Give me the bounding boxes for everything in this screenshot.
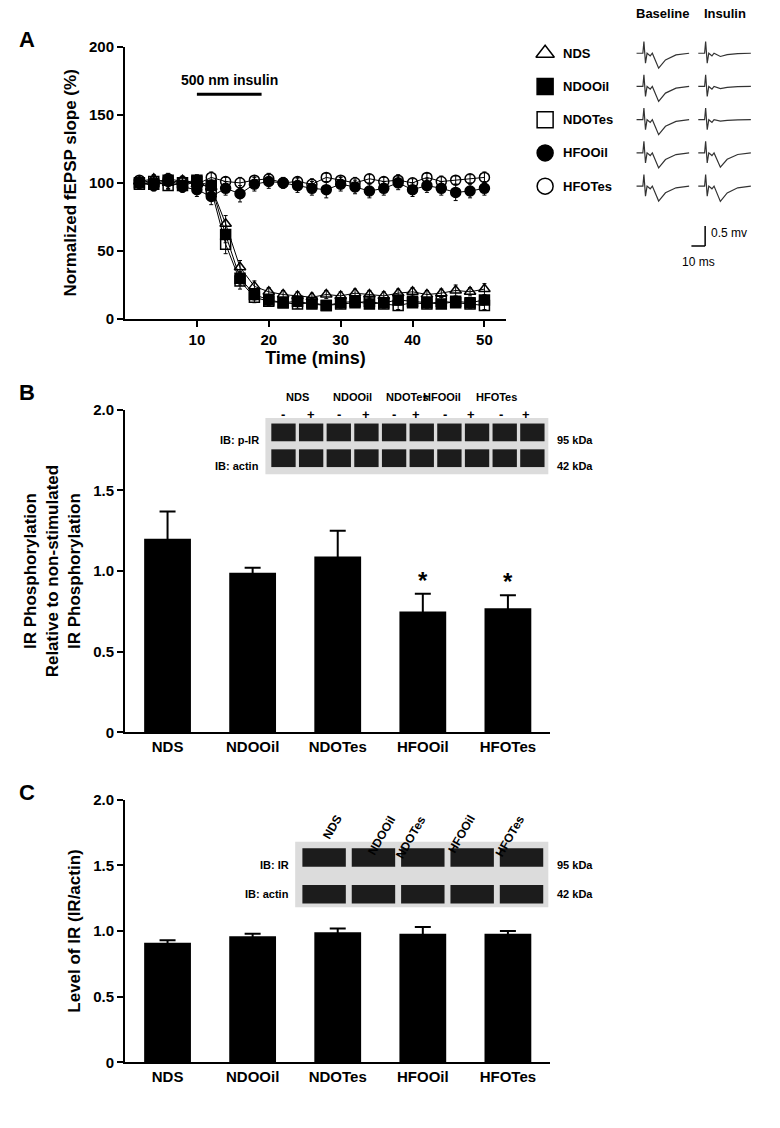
svg-text:C: C bbox=[19, 780, 35, 805]
svg-text:NDS: NDS bbox=[563, 46, 591, 61]
svg-text:*: * bbox=[418, 567, 428, 594]
svg-text:IB: IR: IB: IR bbox=[260, 859, 289, 871]
svg-text:NDOOil: NDOOil bbox=[333, 391, 372, 403]
svg-text:2.0: 2.0 bbox=[93, 401, 114, 418]
svg-text:-: - bbox=[337, 407, 341, 422]
svg-text:0: 0 bbox=[106, 1054, 114, 1071]
svg-text:Insulin: Insulin bbox=[704, 6, 746, 21]
svg-text:0: 0 bbox=[106, 724, 114, 741]
svg-text:A: A bbox=[19, 27, 35, 52]
svg-text:HFOTes: HFOTes bbox=[480, 1068, 536, 1085]
svg-text:42 kDa: 42 kDa bbox=[557, 460, 593, 472]
svg-text:NDS: NDS bbox=[152, 1068, 184, 1085]
svg-text:NDS: NDS bbox=[320, 813, 345, 842]
svg-text:1.5: 1.5 bbox=[93, 482, 114, 499]
svg-text:*: * bbox=[503, 568, 513, 595]
svg-text:200: 200 bbox=[89, 38, 114, 55]
svg-text:NDOOil: NDOOil bbox=[365, 814, 398, 858]
svg-text:+: + bbox=[522, 407, 530, 422]
svg-text:30: 30 bbox=[332, 331, 349, 348]
svg-text:50: 50 bbox=[97, 242, 114, 259]
svg-text:+: + bbox=[467, 407, 475, 422]
svg-text:NDOOil: NDOOil bbox=[226, 1068, 279, 1085]
svg-text:10 ms: 10 ms bbox=[682, 255, 715, 269]
svg-text:HFOTes: HFOTes bbox=[563, 179, 612, 194]
svg-text:1.0: 1.0 bbox=[93, 922, 114, 939]
svg-text:500 nm insulin: 500 nm insulin bbox=[181, 72, 278, 88]
svg-text:NDOTes: NDOTes bbox=[386, 391, 429, 403]
svg-text:NDOTes: NDOTes bbox=[309, 1068, 367, 1085]
svg-text:20: 20 bbox=[260, 331, 277, 348]
svg-text:95 kDa: 95 kDa bbox=[557, 434, 593, 446]
svg-text:Level of IR (IR/actin): Level of IR (IR/actin) bbox=[65, 849, 84, 1012]
svg-text:+: + bbox=[362, 407, 370, 422]
svg-text:HFOTes: HFOTes bbox=[480, 738, 536, 755]
svg-text:150: 150 bbox=[89, 106, 114, 123]
svg-text:-: - bbox=[281, 407, 285, 422]
svg-text:HFOOil: HFOOil bbox=[397, 1068, 449, 1085]
svg-text:HFOOil: HFOOil bbox=[423, 391, 461, 403]
svg-text:Time (mins): Time (mins) bbox=[265, 348, 366, 368]
svg-text:95 kDa: 95 kDa bbox=[557, 859, 593, 871]
svg-text:1.0: 1.0 bbox=[93, 562, 114, 579]
svg-text:0.5: 0.5 bbox=[93, 643, 114, 660]
svg-text:Normalized fEPSP slope (%): Normalized fEPSP slope (%) bbox=[61, 69, 80, 296]
svg-text:0.5 mv: 0.5 mv bbox=[711, 226, 747, 240]
svg-text:100: 100 bbox=[89, 174, 114, 191]
svg-text:IB: p-IR: IB: p-IR bbox=[220, 434, 259, 446]
svg-text:HFOOil: HFOOil bbox=[563, 145, 608, 160]
svg-text:Baseline: Baseline bbox=[636, 6, 689, 21]
svg-text:NDOTes: NDOTes bbox=[309, 738, 367, 755]
svg-text:10: 10 bbox=[189, 331, 206, 348]
svg-text:NDOTes: NDOTes bbox=[563, 112, 613, 127]
svg-text:HFOTes: HFOTes bbox=[476, 391, 517, 403]
svg-text:2.0: 2.0 bbox=[93, 791, 114, 808]
svg-text:B: B bbox=[19, 380, 35, 405]
svg-text:IB: actin: IB: actin bbox=[215, 460, 259, 472]
svg-text:NDOOil: NDOOil bbox=[563, 79, 609, 94]
svg-text:-: - bbox=[392, 407, 396, 422]
svg-text:50: 50 bbox=[476, 331, 493, 348]
svg-text:HFOTes: HFOTes bbox=[493, 813, 528, 859]
svg-text:NDOTes: NDOTes bbox=[393, 813, 429, 861]
svg-text:IB: actin: IB: actin bbox=[245, 888, 289, 900]
svg-text:40: 40 bbox=[404, 331, 421, 348]
svg-text:+: + bbox=[307, 407, 315, 422]
svg-text:NDS: NDS bbox=[286, 391, 309, 403]
svg-text:NDS: NDS bbox=[152, 738, 184, 755]
svg-text:-: - bbox=[499, 407, 503, 422]
svg-text:IR PhosphorylationRelative to: IR PhosphorylationRelative to non-stimul… bbox=[21, 465, 84, 678]
svg-text:NDOOil: NDOOil bbox=[226, 738, 279, 755]
svg-text:+: + bbox=[412, 407, 420, 422]
svg-text:HFOOil: HFOOil bbox=[397, 738, 449, 755]
svg-text:1.5: 1.5 bbox=[93, 857, 114, 874]
svg-text:-: - bbox=[443, 407, 447, 422]
svg-text:HFOOil: HFOOil bbox=[445, 813, 478, 856]
svg-text:0: 0 bbox=[106, 310, 114, 327]
svg-text:42 kDa: 42 kDa bbox=[557, 888, 593, 900]
svg-text:0.5: 0.5 bbox=[93, 988, 114, 1005]
